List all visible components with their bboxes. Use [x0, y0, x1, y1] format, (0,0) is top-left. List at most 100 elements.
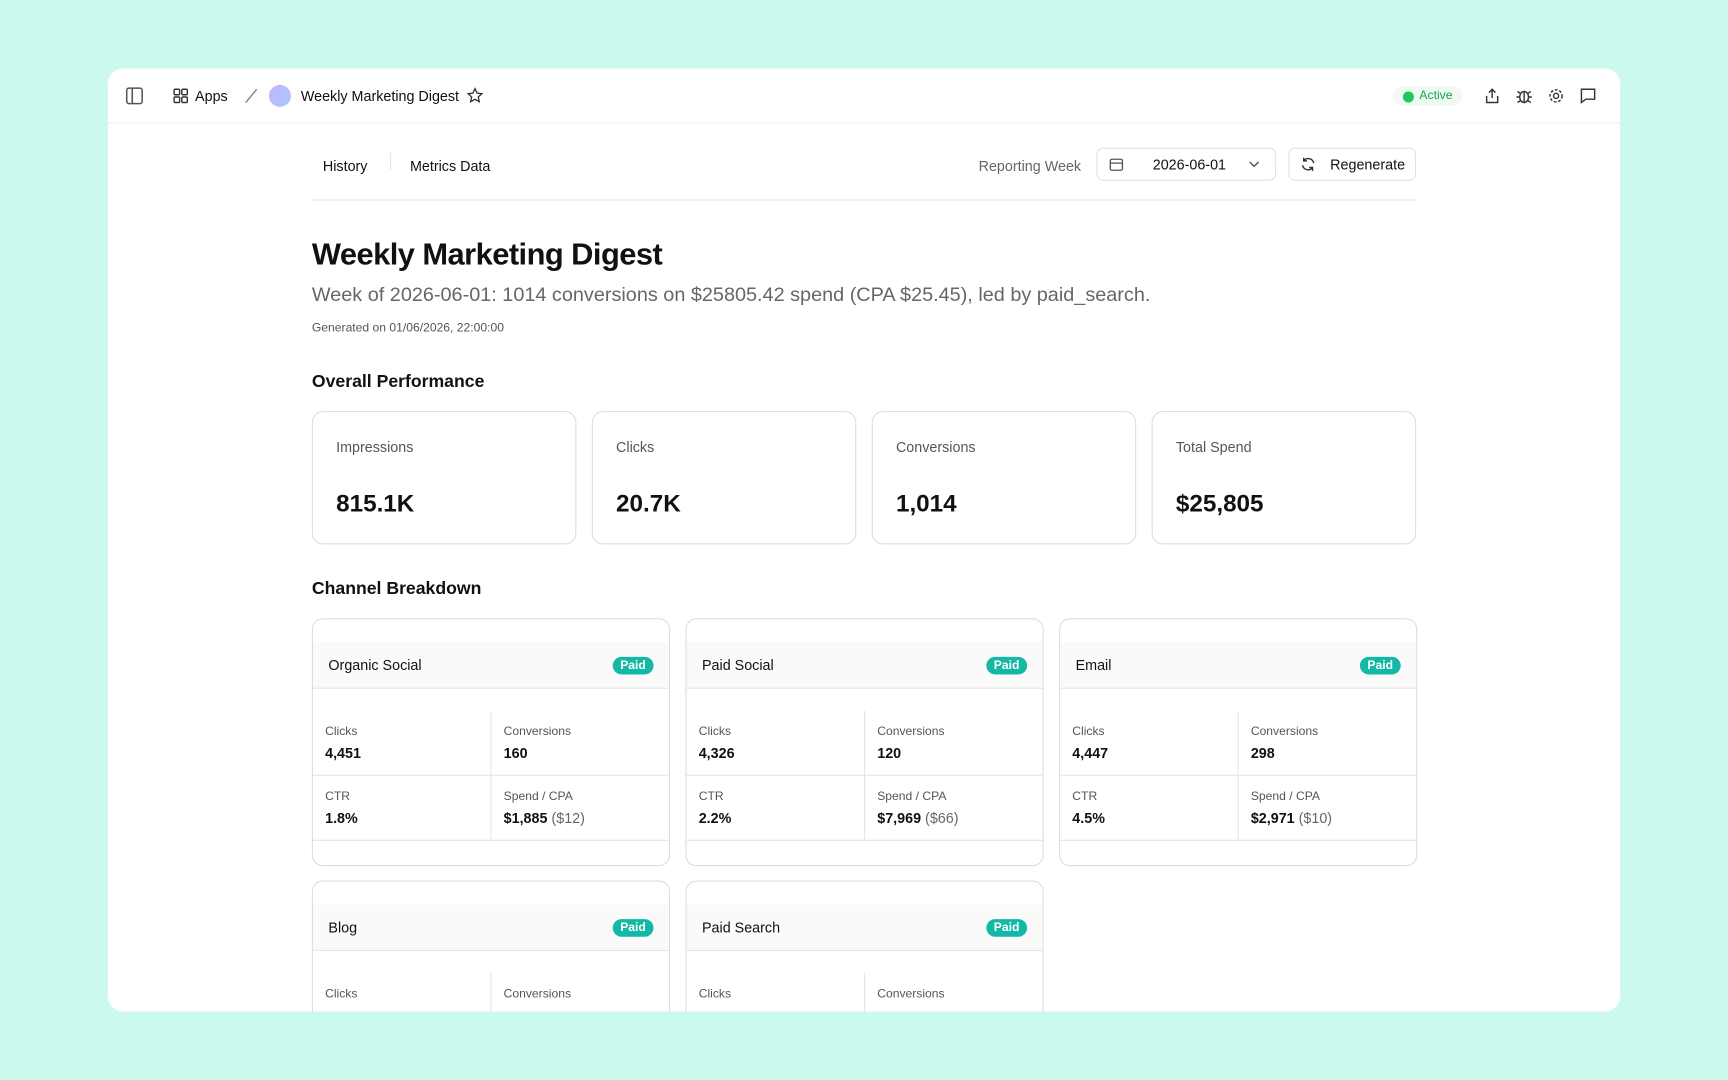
chevron — [1248, 161, 1259, 168]
stat-cell: Clicks 4,451 — [312, 710, 492, 776]
stat-label: Conversions — [877, 725, 945, 739]
stat-value: 2.2% — [699, 810, 852, 827]
stat-label: CTR — [325, 790, 351, 804]
metric-cards: Impressions 815.1K Clicks 20.7K Conversions 1… — [311, 411, 1417, 545]
stat-cell: Clicks — [687, 973, 866, 1012]
stat-value: 160 — [504, 745, 657, 762]
metric-value: 1,014 — [895, 489, 957, 517]
stat-number: $1,885 — [503, 809, 548, 827]
generated-time: Generated on 01/06/2026, 22:00:00 — [311, 321, 504, 336]
channel-badge: Paid — [986, 656, 1028, 674]
stat-cell: Conversions 120 — [865, 710, 1043, 776]
comment-icon[interactable] — [1579, 87, 1597, 105]
metric-card: Clicks 20.7K — [591, 411, 857, 545]
stat-label: Clicks — [325, 987, 358, 1001]
stat-label: Spend / CPA — [503, 790, 573, 804]
stat-value: 4.5% — [1072, 810, 1225, 827]
stat-label: Clicks — [698, 725, 732, 739]
tab[interactable]: Metrics Data — [409, 157, 491, 175]
channel-name: Blog — [328, 919, 358, 936]
settings-icon[interactable] — [1547, 87, 1565, 105]
channel-stats: Clicks Conversions — [313, 973, 669, 1012]
tab[interactable]: History — [322, 157, 368, 175]
debug-icon[interactable] — [1515, 87, 1533, 105]
tab-divider — [390, 152, 392, 170]
stat-number: 1.8% — [325, 809, 358, 827]
stat-label: Spend / CPA — [877, 790, 947, 804]
status-badge: Active — [1392, 85, 1463, 106]
top-bar: Apps Weekly Marketing Digest Active — [107, 68, 1620, 124]
metric-label: Impressions — [336, 438, 414, 456]
stat-value: 4,451 — [325, 745, 478, 762]
channel-badge: Paid — [1359, 656, 1401, 674]
apps-icon — [173, 87, 189, 103]
stat-cell: CTR 2.2% — [686, 775, 866, 841]
metric-card: Total Spend $25,805 — [1151, 411, 1417, 545]
channel-card: Blog Paid Clicks Conversions — [311, 880, 671, 1012]
star[interactable] — [466, 86, 484, 105]
week-value: 2026-06-01 — [1152, 155, 1227, 173]
stat-cell: Clicks — [313, 973, 492, 1012]
stat-cell: CTR 1.8% — [312, 775, 492, 841]
stat-value: 120 — [877, 745, 1030, 762]
app-avatar — [268, 84, 291, 107]
week-select[interactable]: 2026-06-01 — [1096, 147, 1277, 181]
share-icon[interactable] — [1483, 87, 1501, 105]
stat-cell: Spend / CPA $7,969 ($66) — [865, 775, 1043, 841]
stat-cell: Conversions 298 — [1238, 710, 1417, 776]
stat-value: 298 — [1251, 745, 1404, 762]
stat-label: Spend / CPA — [1250, 790, 1321, 804]
metric-card: Conversions 1,014 — [871, 411, 1137, 545]
channel-card: Email Paid Clicks 4,447 Conversions 298 CTR 4.5… — [1059, 618, 1418, 867]
stat-label: Clicks — [698, 987, 732, 1001]
regenerate-button[interactable]: Regenerate — [1288, 147, 1417, 181]
channel-header: Organic Social Paid — [312, 642, 669, 689]
separator — [245, 88, 258, 103]
channel-stats: Clicks 4,326 Conversions 120 CTR 2.2% Spend / … — [686, 710, 1043, 841]
metric-value: 815.1K — [336, 489, 415, 517]
stat-cell: Conversions 160 — [491, 710, 669, 776]
channel-cards: Organic Social Paid Clicks 4,451 Conversions… — [311, 618, 1436, 1012]
refresh-icon — [1301, 157, 1315, 171]
toolbar: History Metrics Data Reporting Week 2026… — [311, 147, 1417, 201]
stat-value: 4,326 — [699, 745, 852, 762]
stat-value: 1.8% — [325, 810, 478, 827]
stat-cell: Conversions — [492, 973, 669, 1012]
stat-number: $2,971 — [1250, 809, 1295, 827]
stat-note: ($66) — [925, 809, 959, 827]
channel-stats: Clicks 4,451 Conversions 160 CTR 1.8% Spend / … — [312, 710, 669, 841]
sidebar-toggle[interactable] — [125, 85, 145, 105]
digest-summary: Week of 2026-06-01: 1014 conversions on … — [311, 283, 1151, 306]
stat-label: Conversions — [503, 725, 572, 739]
stat-cell: Conversions — [865, 973, 1043, 1012]
metric-value: $25,805 — [1175, 489, 1264, 517]
stat-value: $1,885 ($12) — [504, 810, 657, 827]
stat-number: 4,451 — [325, 744, 361, 762]
metric-label: Conversions — [895, 438, 976, 456]
channel-badge: Paid — [612, 918, 654, 937]
channel-card: Paid Search Paid Clicks Conversions — [685, 880, 1044, 1012]
stat-number: 160 — [503, 744, 528, 762]
section-heading: Channel Breakdown — [311, 579, 482, 599]
stat-value: $7,969 ($66) — [877, 810, 1030, 827]
apps-link[interactable]: Apps — [195, 87, 228, 104]
stat-number: 4,447 — [1072, 744, 1109, 762]
digest-title: Weekly Marketing Digest — [311, 236, 663, 272]
channel-header: Paid Social Paid — [686, 642, 1043, 689]
stat-label: Conversions — [503, 987, 572, 1001]
metric-label: Total Spend — [1175, 438, 1252, 456]
metric-card: Impressions 815.1K — [311, 411, 577, 545]
calendar-icon — [1109, 158, 1124, 171]
stat-number: 298 — [1250, 744, 1275, 762]
channel-badge: Paid — [986, 918, 1028, 937]
stat-number: 4,326 — [698, 744, 735, 762]
stat-number: $7,969 — [877, 809, 922, 827]
channel-card: Organic Social Paid Clicks 4,451 Conversions… — [311, 618, 671, 867]
stat-label: Clicks — [325, 725, 358, 739]
stat-number: 2.2% — [698, 809, 732, 827]
channel-header: Email Paid — [1060, 642, 1417, 689]
stat-label: CTR — [1072, 790, 1098, 804]
stat-value: 4,447 — [1072, 745, 1225, 762]
